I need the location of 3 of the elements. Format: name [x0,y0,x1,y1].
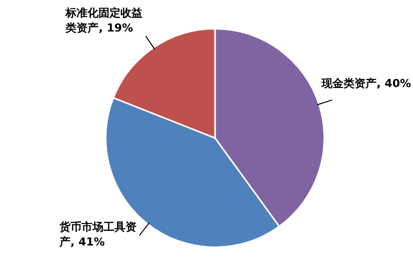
slice-label: 现金类资产, 40% [320,76,412,90]
slice-label: 标准化固定收益类资产, 19% [64,6,143,34]
slice-label: 货币市场工具资产, 41% [58,220,136,249]
